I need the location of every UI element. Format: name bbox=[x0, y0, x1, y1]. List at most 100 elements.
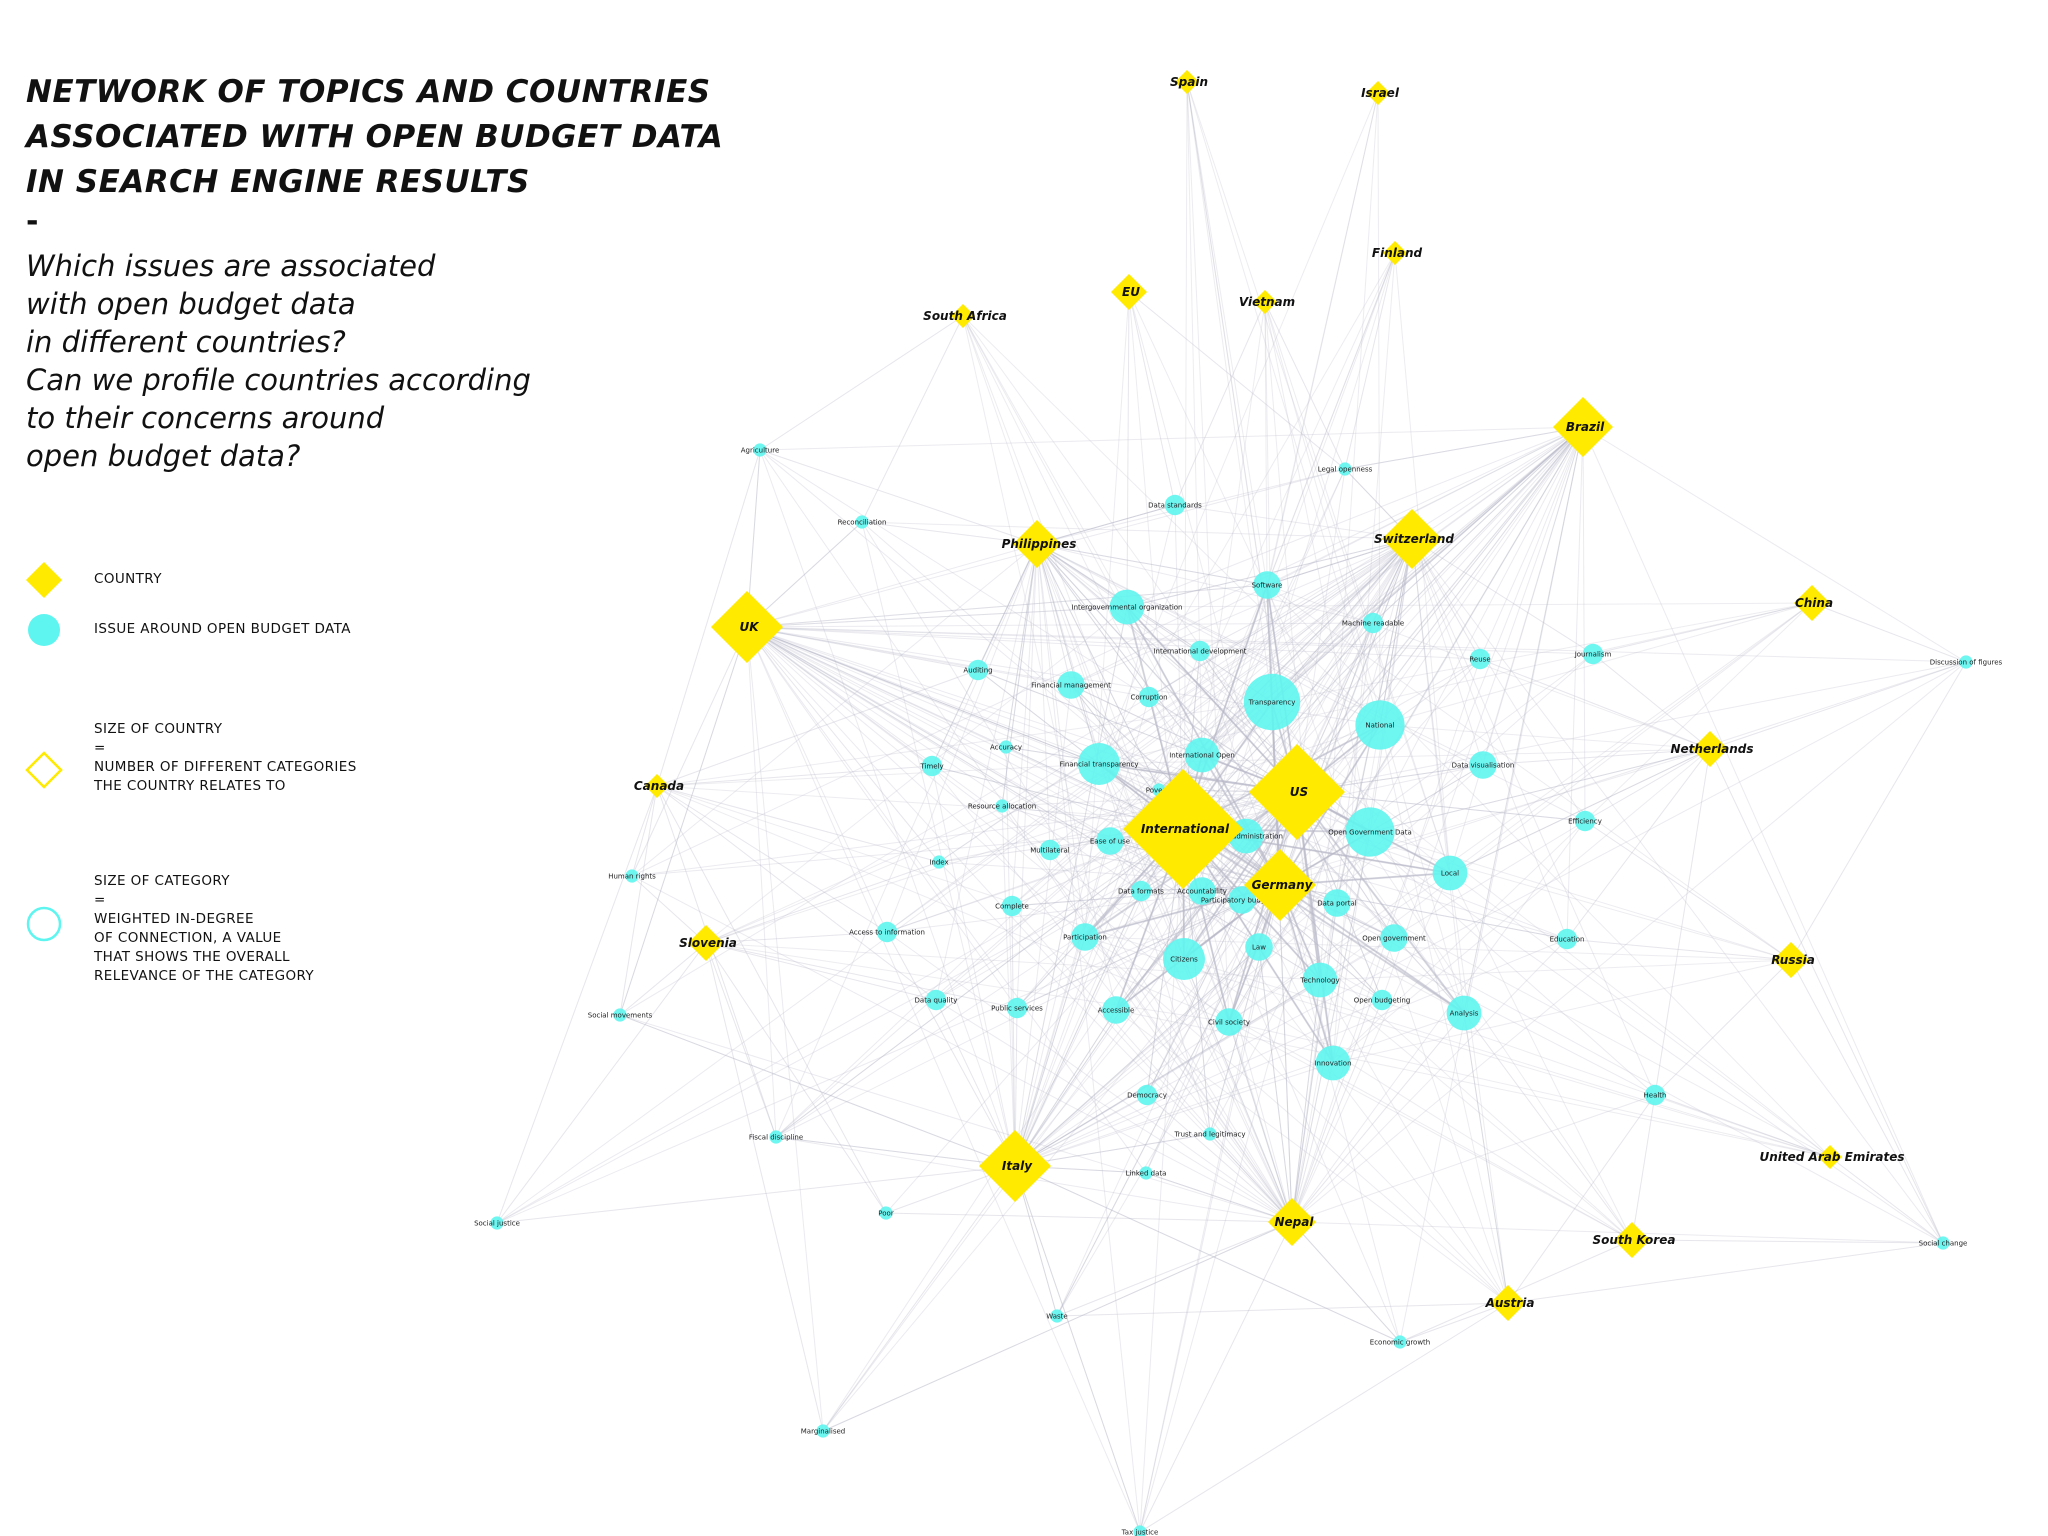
network-edge bbox=[1332, 602, 1813, 1064]
network-edge bbox=[1296, 791, 1334, 1064]
network-edge bbox=[1463, 1012, 1509, 1304]
country-label: US bbox=[1290, 785, 1308, 799]
network-edge bbox=[1014, 504, 1176, 1167]
country-label: Israel bbox=[1361, 86, 1400, 100]
network-edge bbox=[1011, 538, 1413, 907]
network-edge bbox=[1790, 661, 1967, 961]
network-edge bbox=[1145, 1172, 1293, 1223]
issue-node bbox=[1136, 1084, 1158, 1106]
issue-label: Data standards bbox=[1148, 502, 1202, 510]
country-node bbox=[1249, 744, 1345, 840]
issue-node bbox=[1133, 1525, 1147, 1536]
country-node bbox=[1013, 520, 1061, 568]
network-edge bbox=[861, 521, 1413, 540]
network-edge bbox=[1011, 905, 1293, 1223]
network-edge bbox=[1005, 746, 1016, 1167]
network-edge bbox=[1036, 543, 1128, 608]
network-edge bbox=[619, 942, 707, 1016]
network-edge bbox=[1271, 602, 1813, 703]
network-edge bbox=[938, 538, 1413, 863]
country-node bbox=[1794, 585, 1830, 621]
network-edge bbox=[1584, 820, 1792, 961]
issue-node bbox=[925, 989, 947, 1011]
issue-node bbox=[769, 1130, 783, 1144]
network-edge bbox=[631, 626, 748, 877]
network-edge bbox=[1394, 252, 1451, 874]
network-edge bbox=[1264, 301, 1268, 586]
network-edge bbox=[1369, 748, 1711, 833]
network-edge bbox=[1228, 1021, 1633, 1241]
network-edge bbox=[1266, 584, 1831, 1158]
issue-node bbox=[1189, 640, 1211, 662]
network-edge bbox=[1411, 538, 1568, 940]
network-edge bbox=[1084, 936, 1792, 961]
network-edge bbox=[1036, 543, 1160, 791]
issue-node bbox=[1315, 1045, 1351, 1081]
network-edge bbox=[1146, 884, 1281, 1096]
network-edge bbox=[1296, 791, 1586, 822]
network-edge bbox=[1319, 979, 1831, 1158]
network-edge bbox=[746, 606, 1128, 628]
legend-issue: ISSUE AROUND OPEN BUDGET DATA bbox=[24, 610, 350, 654]
issue-label: International Open bbox=[1169, 752, 1235, 760]
issue-node bbox=[1245, 933, 1273, 961]
network-edge bbox=[935, 999, 1016, 1167]
legend-issue-label: ISSUE AROUND OPEN BUDGET DATA bbox=[94, 621, 351, 637]
network-edge bbox=[1291, 902, 1338, 1223]
network-edge bbox=[1014, 606, 1128, 1167]
network-edge bbox=[1228, 791, 1298, 1023]
country-node bbox=[1244, 849, 1316, 921]
network-edge bbox=[1228, 1021, 1293, 1223]
network-edge bbox=[1056, 1302, 1509, 1317]
issue-node bbox=[1362, 612, 1384, 634]
network-edge bbox=[1014, 938, 1568, 1167]
issue-node bbox=[1355, 700, 1405, 750]
network-edge bbox=[746, 584, 1268, 628]
issue-label: Reconciliation bbox=[838, 519, 887, 527]
network-edge bbox=[746, 626, 940, 863]
network-edge bbox=[619, 538, 1413, 1016]
network-edge bbox=[746, 626, 1072, 686]
network-edge bbox=[746, 626, 777, 1138]
country-label: Spain bbox=[1170, 75, 1208, 89]
title-line-2: ASSOCIATED WITH OPEN BUDGET DATA bbox=[26, 119, 724, 155]
network-edge bbox=[1264, 301, 1451, 874]
network-edge bbox=[1146, 791, 1298, 1096]
network-edge bbox=[1014, 661, 1967, 1167]
network-edge bbox=[1070, 684, 1298, 793]
issue-node bbox=[932, 855, 946, 869]
network-edge bbox=[1209, 1133, 1293, 1223]
issue-node bbox=[1302, 962, 1338, 998]
network-edge bbox=[619, 1014, 1293, 1223]
network-edge bbox=[822, 538, 1413, 1432]
network-edge bbox=[746, 521, 863, 628]
issue-label: Legal openness bbox=[1318, 466, 1373, 474]
network-edge bbox=[1332, 538, 1413, 1064]
network-edge bbox=[746, 521, 863, 628]
issue-label: Innovation bbox=[1314, 1060, 1351, 1068]
network-edge bbox=[1790, 959, 1944, 1244]
network-edge bbox=[962, 315, 1128, 608]
network-edge bbox=[1631, 1239, 1944, 1244]
network-edge bbox=[1115, 426, 1584, 1011]
issue-label: Multilateral bbox=[1030, 847, 1070, 855]
network-edge bbox=[1344, 252, 1396, 470]
network-edge bbox=[1084, 291, 1130, 938]
network-edge bbox=[496, 828, 1184, 1224]
network-edge bbox=[1183, 426, 1584, 960]
network-edge bbox=[1379, 724, 1711, 750]
network-edge bbox=[1296, 791, 1944, 1244]
network-edge bbox=[775, 543, 1038, 1138]
network-edge bbox=[1258, 946, 1293, 1223]
country-label: Finland bbox=[1372, 246, 1423, 260]
network-edge bbox=[746, 626, 1141, 1533]
network-edge bbox=[1291, 1221, 1401, 1343]
network-edge bbox=[1084, 936, 1831, 1158]
issue-node bbox=[1228, 886, 1256, 914]
network-edge bbox=[1036, 543, 1268, 586]
issue-label: Data quality bbox=[915, 997, 958, 1005]
network-edge bbox=[1186, 81, 1451, 874]
network-edge bbox=[746, 606, 1128, 628]
network-edge bbox=[705, 942, 777, 1138]
country-node bbox=[645, 774, 669, 798]
